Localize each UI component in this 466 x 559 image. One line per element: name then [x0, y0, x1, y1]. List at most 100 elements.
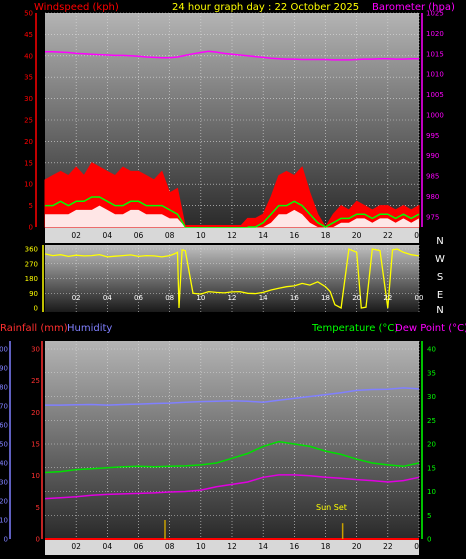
rainfall-tick-label: 20 [31, 409, 40, 417]
windspeed-tick-label: 45 [24, 31, 33, 39]
dewpoint-line [44, 474, 420, 500]
direction-x-tick-label: 14 [259, 294, 268, 302]
wind-x-tick-label: 04 [103, 231, 113, 240]
direction-tick-label: 360 [25, 246, 38, 254]
temp-x-tick-label: 20 [352, 542, 362, 551]
temp-x-tick-label: 22 [383, 542, 393, 551]
temp-x-tick-label: 04 [103, 542, 113, 551]
windspeed-tick-label: 15 [24, 159, 33, 167]
temperature-line [44, 440, 420, 474]
windspeed-tick-label: 35 [24, 74, 33, 82]
rainfall-tick-label: 10 [31, 472, 40, 480]
humidity-tick-label: 60 [0, 422, 8, 430]
temp-x-tick-label: 08 [165, 542, 175, 551]
temperature-tick-label: 20 [427, 441, 436, 449]
wind-x-tick-label: 14 [258, 231, 268, 240]
wind-x-tick-label: 16 [290, 231, 300, 240]
direction-x-tick-label: 04 [103, 294, 112, 302]
sunset-label: Sun Set [316, 503, 347, 512]
direction-tick-label: 90 [29, 290, 38, 298]
temp-x-axis-bar [45, 539, 419, 555]
grid [9, 12, 423, 539]
barometer-tick-label: 1015 [426, 50, 444, 58]
rainfall-tick-label: 5 [36, 504, 40, 512]
barometer-tick-label: 975 [426, 213, 439, 221]
direction-x-tick-label: 08 [165, 294, 174, 302]
humidity-tick-label: 40 [0, 460, 8, 468]
direction-x-tick-label: 22 [383, 294, 392, 302]
barometer-tick-label: 995 [426, 132, 439, 140]
barometer-tick-label: 980 [426, 193, 439, 201]
rainfall-axis-title: Rainfall (mm) [0, 323, 68, 334]
compass-tick-label: S [437, 272, 443, 283]
direction-x-tick-label: 00 [415, 294, 424, 302]
wind-x-tick-label: 06 [134, 231, 144, 240]
compass-tick-label: N [436, 236, 443, 247]
direction-x-tick-label: 18 [321, 294, 330, 302]
temperature-tick-label: 10 [427, 488, 436, 496]
barometer-tick-label: 990 [426, 152, 439, 160]
barometer-tick-label: 1020 [426, 30, 444, 38]
wind-direction-line [44, 248, 420, 310]
temperature-tick-label: 0 [427, 536, 431, 544]
wind-x-axis-bar [45, 227, 419, 243]
humidity-tick-label: 0 [4, 536, 8, 544]
humidity-tick-label: 90 [0, 365, 8, 373]
wind-x-tick-label: 20 [352, 231, 362, 240]
direction-tick-label: 0 [34, 305, 38, 313]
direction-tick-label: 180 [25, 275, 38, 283]
temp-x-tick-label: 14 [258, 542, 268, 551]
barometer-line [45, 50, 419, 61]
windspeed-tick-label: 10 [24, 181, 33, 189]
humidity-tick-label: 100 [0, 346, 8, 354]
windspeed-tick-label: 20 [24, 138, 33, 146]
barometer-tick-label: 1005 [426, 91, 444, 99]
temp-x-tick-label: 06 [134, 542, 144, 551]
barometer-tick-label: 1000 [426, 111, 444, 119]
temperature-tick-label: 15 [427, 464, 436, 472]
humidity-tick-label: 30 [0, 479, 8, 487]
temperature-tick-label: 30 [427, 393, 436, 401]
temperature-tick-label: 40 [427, 346, 436, 354]
direction-x-tick-label: 12 [228, 294, 237, 302]
humidity-tick-label: 80 [0, 384, 8, 392]
compass-tick-label: E [437, 290, 443, 301]
graph-title: 24 hour graph day : 22 October 2025 [172, 2, 359, 13]
wind-x-tick-label: 08 [165, 231, 175, 240]
humidity-line [45, 387, 420, 406]
windspeed-tick-label: 25 [24, 117, 33, 125]
barometer-tick-label: 985 [426, 173, 439, 181]
temp-x-tick-label: 10 [196, 542, 206, 551]
wind-x-tick-label: 18 [321, 231, 331, 240]
wind-x-tick-label: 02 [71, 231, 81, 240]
temp-x-tick-label: 12 [227, 542, 237, 551]
humidity-tick-label: 10 [0, 517, 8, 525]
humidity-tick-label: 50 [0, 441, 8, 449]
direction-x-tick-label: 10 [196, 294, 205, 302]
windspeed-tick-label: 50 [24, 10, 33, 18]
temp-x-tick-label: 00 [414, 542, 424, 551]
windspeed-axis-title: Windspeed (kph) [34, 2, 119, 13]
barometer-axis-title: Barometer (hpa) [372, 2, 455, 13]
temperature-axis-title: Temperature (°C) [311, 323, 398, 334]
temperature-tick-label: 35 [427, 369, 436, 377]
lull-area [45, 205, 419, 227]
rainfall-tick-label: 15 [31, 441, 40, 449]
barometer-tick-label: 1010 [426, 71, 444, 79]
windspeed-tick-label: 40 [24, 52, 33, 60]
direction-x-tick-label: 06 [134, 294, 143, 302]
windspeed-tick-label: 30 [24, 95, 33, 103]
humidity-axis-title: Humidity [67, 323, 112, 334]
direction-x-tick-label: 02 [72, 294, 81, 302]
wind-x-tick-label: 10 [196, 231, 206, 240]
compass-tick-label: W [435, 254, 445, 265]
humidity-tick-label: 70 [0, 403, 8, 411]
windspeed-tick-label: 5 [29, 202, 33, 210]
tick-labels: 0510152025303540455097598098599099510001… [0, 10, 445, 552]
temp-x-tick-label: 16 [290, 542, 300, 551]
compass-tick-label: N [436, 305, 443, 316]
direction-tick-label: 270 [25, 260, 38, 268]
barometer-tick-label: 1025 [426, 10, 444, 18]
